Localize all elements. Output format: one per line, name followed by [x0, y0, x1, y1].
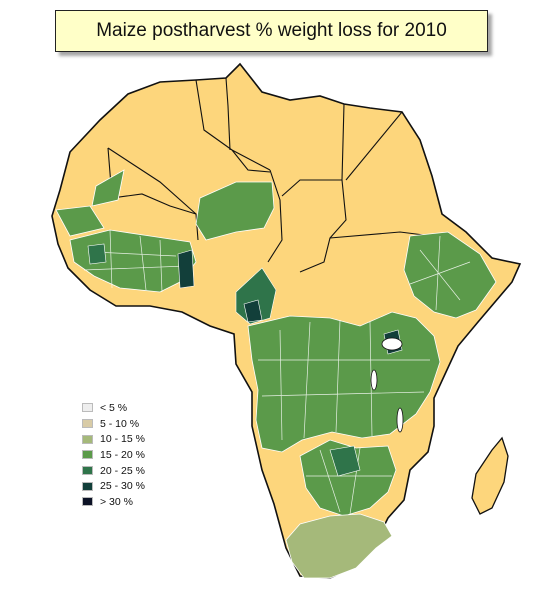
- legend-label: > 30 %: [100, 495, 133, 508]
- lakes: [370, 337, 404, 433]
- legend-item: 5 - 10 %: [82, 416, 145, 432]
- legend-item: 25 - 30 %: [82, 478, 145, 494]
- legend-swatch: [82, 403, 93, 413]
- legend-item: > 30 %: [82, 494, 145, 510]
- legend-label: 5 - 10 %: [100, 417, 140, 430]
- legend-swatch: [82, 419, 93, 429]
- legend-swatch: [82, 497, 93, 507]
- legend-item: 20 - 25 %: [82, 463, 145, 479]
- map-legend: < 5 % 5 - 10 % 10 - 15 % 15 - 20 % 20 - …: [82, 400, 145, 510]
- legend-swatch: [82, 481, 93, 491]
- legend-label: < 5 %: [100, 401, 128, 414]
- legend-label: 15 - 20 %: [100, 448, 145, 461]
- legend-swatch: [82, 466, 93, 476]
- map-title-text: Maize postharvest % weight loss for 2010: [96, 20, 447, 41]
- map-title: Maize postharvest % weight loss for 2010: [55, 10, 488, 52]
- legend-label: 10 - 15 %: [100, 433, 145, 446]
- legend-item: < 5 %: [82, 400, 145, 416]
- legend-label: 20 - 25 %: [100, 464, 145, 477]
- madagascar: [471, 436, 509, 515]
- region-10-15-south: [285, 513, 393, 579]
- legend-item: 15 - 20 %: [82, 447, 145, 463]
- legend-swatch: [82, 450, 93, 460]
- legend-item: 10 - 15 %: [82, 431, 145, 447]
- legend-swatch: [82, 434, 93, 444]
- region-lines: [83, 229, 471, 515]
- legend-label: 25 - 30 %: [100, 480, 145, 493]
- country-borders: [107, 77, 433, 273]
